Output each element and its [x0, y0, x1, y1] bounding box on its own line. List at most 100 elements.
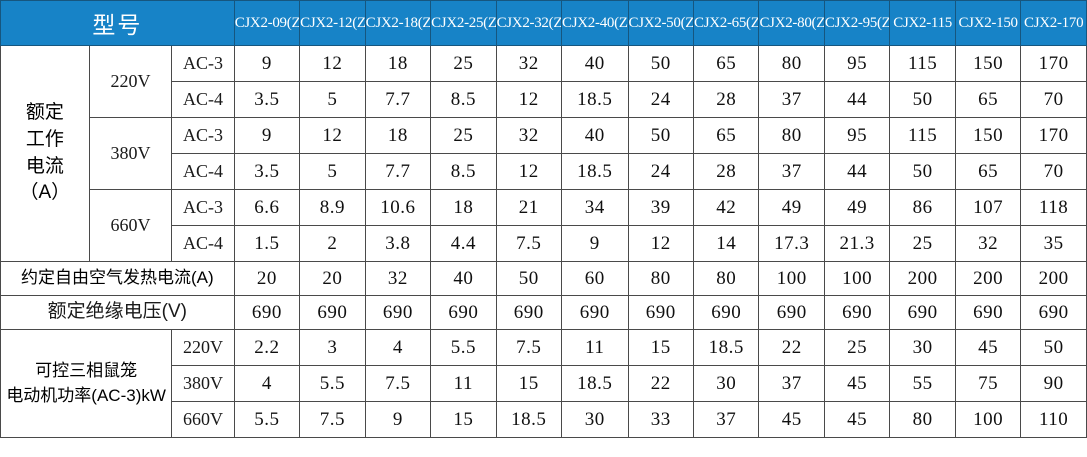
- cell-value: 40: [430, 261, 497, 296]
- cell-value: 18.5: [561, 365, 629, 402]
- motor-power-label-line-1: 电动机功率(AC-3)kW: [6, 385, 166, 405]
- cell-value: 100: [823, 261, 891, 296]
- header-title: 型号: [0, 0, 235, 46]
- cell-value: 150: [954, 45, 1022, 82]
- cell-value: 100: [758, 261, 825, 296]
- cell-value: 40: [561, 45, 629, 82]
- utilization-category-ac4: AC-4: [171, 81, 235, 118]
- cell-value: 37: [758, 153, 825, 190]
- table-row: 可控三相鼠笼 电动机功率(AC-3)kW 220V 2.2 3 4 5.5 7.…: [0, 329, 1087, 438]
- cell-value: 95: [823, 117, 891, 154]
- cell-value: 3.8: [364, 225, 432, 262]
- cell-value: 70: [1020, 81, 1087, 118]
- cell-value: 21: [495, 189, 563, 226]
- cell-value: 30: [561, 401, 629, 438]
- cell-value: 50: [889, 81, 956, 118]
- cell-value: 60: [561, 261, 629, 296]
- cell-value: 44: [823, 81, 891, 118]
- cell-value: 690: [495, 295, 563, 330]
- cell-value: 45: [823, 365, 891, 402]
- header-model-1: CJX2-12(Z): [299, 0, 366, 46]
- cell-value: 34: [561, 189, 629, 226]
- cell-value: 12: [299, 45, 366, 82]
- specification-table: 型号 CJX2-09(Z) CJX2-12(Z) CJX2-18(Z) CJX2…: [0, 0, 1087, 438]
- cell-value: 42: [692, 189, 760, 226]
- utilization-category-ac4: AC-4: [171, 225, 235, 262]
- cell-value: 65: [954, 81, 1022, 118]
- cell-value: 55: [889, 365, 956, 402]
- cell-value: 5: [299, 81, 366, 118]
- table-row: 660V 5.5 7.5 9 15 18.5 30 33 37 45 45 80…: [1, 401, 1087, 438]
- cell-value: 200: [1020, 261, 1087, 296]
- cell-value: 4.4: [430, 225, 497, 262]
- cell-value: 11: [561, 329, 629, 366]
- cell-value: 25: [889, 225, 956, 262]
- cell-value: 44: [823, 153, 891, 190]
- cell-value: 65: [954, 153, 1022, 190]
- cell-value: 12: [627, 225, 694, 262]
- cell-value: 9: [233, 117, 301, 154]
- voltage-label-380v: 380V: [88, 117, 173, 190]
- insulation-voltage-label: 额定绝缘电压(V): [0, 295, 235, 330]
- voltage-label-660v: 660V: [88, 189, 173, 262]
- cell-value: 50: [627, 45, 694, 82]
- utilization-category-ac3: AC-3: [171, 117, 235, 154]
- cell-value: 5.5: [233, 401, 301, 438]
- cell-value: 690: [1020, 295, 1087, 330]
- thermal-current-label: 约定自由空气发热电流(A): [0, 261, 235, 296]
- cell-value: 118: [1020, 189, 1087, 226]
- header-model-4: CJX2-32(Z): [495, 0, 563, 46]
- cell-value: 110: [1020, 401, 1087, 438]
- cell-value: 39: [627, 189, 694, 226]
- cell-value: 7.5: [495, 225, 563, 262]
- cell-value: 5.5: [299, 365, 366, 402]
- cell-value: 50: [627, 117, 694, 154]
- cell-value: 17.3: [758, 225, 825, 262]
- cell-value: 80: [889, 401, 956, 438]
- table-row: 额定 工作 电流 （A） 220V AC-3 9 12 18 25 32 40 …: [0, 45, 1087, 262]
- header-model-3: CJX2-25(Z): [430, 0, 497, 46]
- cell-value: 28: [692, 81, 760, 118]
- cell-value: 2: [299, 225, 366, 262]
- cell-value: 2.2: [233, 329, 301, 366]
- cell-value: 32: [954, 225, 1022, 262]
- cell-value: 50: [889, 153, 956, 190]
- table-row: 660V AC-3 6.6 8.9 10.6 18 21 34 39 42 49…: [1, 189, 1087, 262]
- cell-value: 18.5: [561, 81, 629, 118]
- cell-value: 50: [1020, 329, 1087, 366]
- cell-value: 170: [1020, 117, 1087, 154]
- cell-value: 690: [758, 295, 825, 330]
- cell-value: 32: [364, 261, 432, 296]
- cell-value: 9: [233, 45, 301, 82]
- header-model-10: CJX2-115: [889, 0, 956, 46]
- cell-value: 14: [692, 225, 760, 262]
- cell-value: 11: [430, 365, 497, 402]
- cell-value: 80: [692, 261, 760, 296]
- cell-value: 49: [758, 189, 825, 226]
- cell-value: 95: [823, 45, 891, 82]
- cell-value: 7.5: [364, 365, 432, 402]
- rated-current-label-line-3: （A）: [19, 182, 71, 204]
- cell-value: 18.5: [561, 153, 629, 190]
- cell-value: 18.5: [495, 401, 563, 438]
- cell-value: 8.5: [430, 81, 497, 118]
- cell-value: 9: [561, 225, 629, 262]
- cell-value: 20: [299, 261, 366, 296]
- cell-value: 9: [364, 401, 432, 438]
- cell-value: 20: [233, 261, 301, 296]
- cell-value: 80: [758, 117, 825, 154]
- cell-value: 8.5: [430, 153, 497, 190]
- cell-value: 45: [823, 401, 891, 438]
- cell-value: 107: [954, 189, 1022, 226]
- voltage-label-380v: 380V: [171, 365, 235, 402]
- cell-value: 22: [758, 329, 825, 366]
- table-row: AC-4 1.5 2 3.8 4.4 7.5 9 12 14 17.3 21.3…: [1, 225, 1087, 262]
- cell-value: 32: [495, 117, 563, 154]
- cell-value: 65: [692, 117, 760, 154]
- cell-value: 690: [299, 295, 366, 330]
- cell-value: 28: [692, 153, 760, 190]
- cell-value: 75: [954, 365, 1022, 402]
- header-model-11: CJX2-150: [954, 0, 1022, 46]
- cell-value: 150: [954, 117, 1022, 154]
- cell-value: 100: [954, 401, 1022, 438]
